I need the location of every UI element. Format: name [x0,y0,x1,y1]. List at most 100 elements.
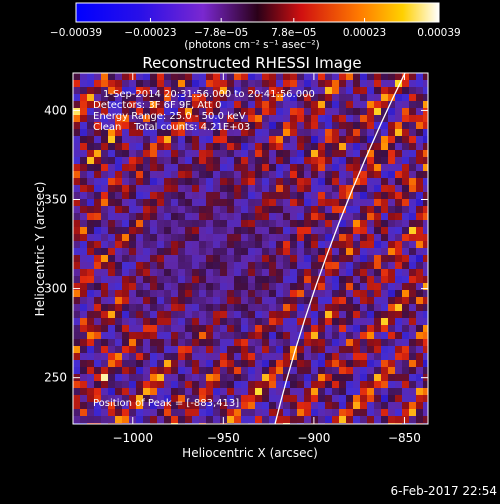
heatmap-cell [374,374,381,381]
heatmap-cell [332,283,339,290]
heatmap-cell [416,101,423,108]
heatmap-cell [318,388,325,395]
heatmap-cell [346,122,353,129]
heatmap-cell [402,220,409,227]
heatmap-cell [101,164,108,171]
heatmap-cell [276,269,283,276]
heatmap-cell [220,318,227,325]
heatmap-cell [157,395,164,402]
heatmap-cell [381,409,388,416]
heatmap-cell [423,325,428,332]
heatmap-cell [227,290,234,297]
heatmap-cell [220,283,227,290]
heatmap-cell [297,360,304,367]
heatmap-cell [164,381,171,388]
heatmap-cell [374,234,381,241]
heatmap-cell [241,101,248,108]
heatmap-cell [199,108,206,115]
heatmap-cell [283,94,290,101]
heatmap-cell [178,374,185,381]
heatmap-cell [157,143,164,150]
heatmap-cell [318,192,325,199]
heatmap-cell [332,164,339,171]
heatmap-cell [94,416,101,423]
heatmap-cell [339,199,346,206]
heatmap-cell [150,367,157,374]
heatmap-cell [80,381,87,388]
heatmap-cell [164,402,171,409]
heatmap-cell [227,339,234,346]
heatmap-cell [101,248,108,255]
heatmap-cell [318,262,325,269]
heatmap-cell [374,178,381,185]
heatmap-cell [374,171,381,178]
heatmap-cell [115,290,122,297]
heatmap-cell [248,276,255,283]
heatmap-cell [164,346,171,353]
heatmap-cell [346,73,353,80]
heatmap-cell [332,234,339,241]
heatmap-cell [213,129,220,136]
heatmap-cell [304,332,311,339]
heatmap-cell [80,248,87,255]
heatmap-cell [220,346,227,353]
heatmap-cell [304,150,311,157]
heatmap-cell [297,332,304,339]
heatmap-cell [213,269,220,276]
heatmap-cell [290,339,297,346]
heatmap-cell [353,283,360,290]
heatmap-cell [185,318,192,325]
heatmap-cell [192,360,199,367]
heatmap-cell [129,108,136,115]
heatmap-cell [192,416,199,423]
heatmap-cell [220,129,227,136]
heatmap-cell [269,388,276,395]
heatmap-cell [143,150,150,157]
heatmap-cell [227,346,234,353]
heatmap-cell [395,171,402,178]
heatmap-cell [157,185,164,192]
heatmap-cell [416,164,423,171]
heatmap-cell [276,276,283,283]
heatmap-cell [108,381,115,388]
heatmap-cell [255,353,262,360]
heatmap-cell [339,171,346,178]
heatmap-cell [283,346,290,353]
heatmap-cell [199,255,206,262]
heatmap-cell [269,304,276,311]
heatmap-cell [353,220,360,227]
heatmap-cell [80,311,87,318]
heatmap-cell [213,360,220,367]
heatmap-cell [262,311,269,318]
heatmap-cell [220,374,227,381]
heatmap-cell [360,409,367,416]
heatmap-cell [388,185,395,192]
heatmap-cell [227,353,234,360]
heatmap-cell [346,311,353,318]
heatmap-cell [122,255,129,262]
heatmap-cell [318,318,325,325]
heatmap-cell [80,185,87,192]
heatmap-cell [255,108,262,115]
heatmap-cell [178,94,185,101]
heatmap-cell [192,136,199,143]
heatmap-cell [290,178,297,185]
heatmap-cell [87,318,94,325]
heatmap-cell [157,339,164,346]
heatmap-cell [325,311,332,318]
heatmap-cell [395,360,402,367]
heatmap-cell [339,206,346,213]
heatmap-cell [220,199,227,206]
colorbar-tick-label: −7.8e−05 [194,27,248,39]
heatmap-cell [409,234,416,241]
heatmap-cell [269,108,276,115]
heatmap-cell [73,248,80,255]
heatmap-cell [416,416,423,423]
heatmap-cell [276,248,283,255]
heatmap-cell [360,129,367,136]
heatmap-cell [262,297,269,304]
heatmap-cell [199,115,206,122]
heatmap-cell [87,374,94,381]
heatmap-cell [80,241,87,248]
heatmap-cell [227,297,234,304]
